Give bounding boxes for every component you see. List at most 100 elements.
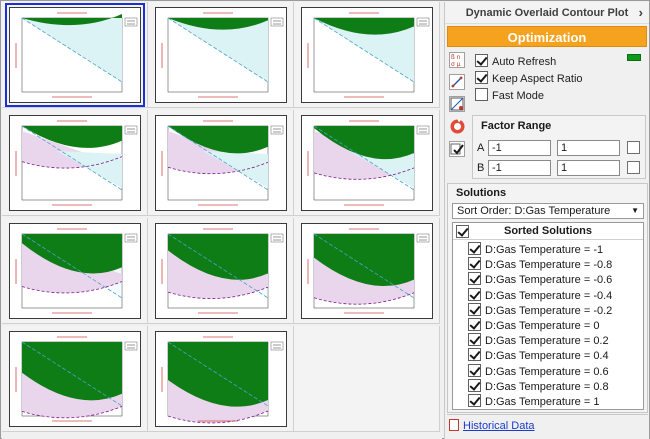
contour-plot xyxy=(15,12,138,98)
solution-checkbox[interactable] xyxy=(468,287,481,301)
contour-plot-frame xyxy=(301,223,433,319)
contour-plot-frame xyxy=(301,115,433,211)
solution-item[interactable]: D:Gas Temperature = 0.8 xyxy=(468,378,609,394)
solution-checkbox[interactable] xyxy=(468,242,481,255)
solution-label: D:Gas Temperature = 0.2 xyxy=(485,335,609,348)
solution-checkbox[interactable] xyxy=(468,378,481,392)
contour-plot xyxy=(161,120,284,206)
contour-plot xyxy=(15,228,138,314)
solution-label: D:Gas Temperature = 0 xyxy=(485,320,600,332)
solutions-list: Sorted Solutions D:Gas Temperature = -1 D… xyxy=(452,222,644,410)
solution-checkbox[interactable] xyxy=(468,394,481,407)
contour-thumbnail[interactable] xyxy=(294,2,440,108)
solutions-title: Solutions xyxy=(456,187,507,199)
contour-plot-frame xyxy=(9,223,141,319)
contour-thumbnail[interactable] xyxy=(2,2,148,108)
contour-thumbnail[interactable] xyxy=(148,110,294,216)
panel-title: Dynamic Overlaid Contour Plot xyxy=(465,7,629,19)
solution-item[interactable]: D:Gas Temperature = -0.8 xyxy=(468,257,612,272)
select-all-checkbox[interactable] xyxy=(456,225,469,238)
factor-range-title: Factor Range xyxy=(481,120,552,132)
factor-range-box: Factor Range A -1 1 B -1 1 xyxy=(472,115,646,179)
side-panel: Dynamic Overlaid Contour Plot › Optimiza… xyxy=(444,2,649,439)
factor-a-min-input[interactable]: -1 xyxy=(488,140,551,156)
solution-label: D:Gas Temperature = 0.6 xyxy=(485,365,609,378)
line-plot-icon[interactable] xyxy=(449,74,465,90)
contour-plot xyxy=(161,336,284,424)
contour-thumbnail[interactable] xyxy=(148,218,294,324)
historical-data-row: Historical Data xyxy=(449,418,648,436)
contour-thumbnail[interactable] xyxy=(2,110,148,216)
solution-item[interactable]: D:Gas Temperature = -0.2 xyxy=(468,302,613,318)
contour-thumbnail[interactable] xyxy=(2,218,148,324)
contour-thumbnail[interactable] xyxy=(294,218,440,324)
solution-checkbox[interactable] xyxy=(468,257,481,271)
grid-plot-icon[interactable] xyxy=(449,96,465,112)
factor-b-min-input[interactable]: -1 xyxy=(488,160,551,176)
contour-thumbnail[interactable] xyxy=(294,110,440,216)
factor-row-b: B -1 1 xyxy=(477,160,643,176)
contour-plot-frame xyxy=(155,7,287,103)
contour-thumbnail[interactable] xyxy=(148,326,294,432)
solution-label: D:Gas Temperature = -0.6 xyxy=(485,274,613,287)
svg-text:ß n: ß n xyxy=(451,54,461,61)
chevron-right-icon[interactable]: › xyxy=(638,5,643,20)
keep-aspect-ratio-option[interactable]: Keep Aspect Ratio xyxy=(475,71,583,87)
optimization-button[interactable]: Optimization xyxy=(447,26,647,47)
solution-item[interactable]: D:Gas Temperature = -0.4 xyxy=(468,287,613,303)
solution-label: D:Gas Temperature = -0.4 xyxy=(485,289,613,302)
factor-a-checkbox[interactable] xyxy=(627,141,640,154)
contour-plot xyxy=(307,12,430,98)
checklist-icon[interactable] xyxy=(449,141,465,157)
historical-data-link[interactable]: Historical Data xyxy=(463,420,535,432)
contour-plot xyxy=(161,228,284,314)
contour-plot xyxy=(307,120,430,206)
solution-label: D:Gas Temperature = -1 xyxy=(485,244,604,256)
solution-checkbox[interactable] xyxy=(468,272,481,286)
document-icon xyxy=(449,419,459,431)
factor-b-checkbox[interactable] xyxy=(627,161,640,174)
chevron-down-icon[interactable]: ▼ xyxy=(631,206,639,215)
contour-plot-frame xyxy=(155,331,287,427)
sort-order-dropdown[interactable]: Sort Order: D:Gas Temperature ▼ xyxy=(452,203,644,219)
solution-checkbox[interactable] xyxy=(468,333,481,347)
solution-item[interactable]: D:Gas Temperature = 1 xyxy=(468,394,599,409)
fast-mode-label: Fast Mode xyxy=(492,90,544,102)
solution-label: D:Gas Temperature = -0.2 xyxy=(485,304,613,317)
contour-plot-frame xyxy=(155,115,287,211)
solution-item[interactable]: D:Gas Temperature = -0.6 xyxy=(468,272,612,287)
auto-refresh-option[interactable]: Auto Refresh xyxy=(475,54,556,70)
fast-mode-option[interactable]: Fast Mode xyxy=(475,88,544,104)
contour-plot xyxy=(15,120,138,206)
color-indicator[interactable] xyxy=(627,54,641,61)
solution-checkbox[interactable] xyxy=(468,302,481,316)
divider xyxy=(447,414,648,415)
contour-plot xyxy=(15,336,138,422)
solution-item[interactable]: D:Gas Temperature = -1 xyxy=(468,242,603,257)
contour-plot-frame xyxy=(5,3,145,107)
factor-a-max-input[interactable]: 1 xyxy=(557,140,620,156)
solution-item[interactable]: D:Gas Temperature = 0.2 xyxy=(468,333,609,348)
solution-checkbox[interactable] xyxy=(468,318,481,331)
keep-aspect-ratio-label: Keep Aspect Ratio xyxy=(492,73,583,85)
auto-refresh-checkbox[interactable] xyxy=(475,54,488,67)
solution-item[interactable]: D:Gas Temperature = 0 xyxy=(468,318,599,333)
keep-aspect-ratio-checkbox[interactable] xyxy=(475,71,488,84)
solution-checkbox[interactable] xyxy=(468,363,481,377)
contour-thumbnail[interactable] xyxy=(148,2,294,108)
refresh-red-icon[interactable] xyxy=(449,118,466,135)
solution-checkbox[interactable] xyxy=(468,348,481,362)
contour-plot-frame xyxy=(301,7,433,103)
solution-item[interactable]: D:Gas Temperature = 0.6 xyxy=(468,363,609,379)
solutions-list-header: Sorted Solutions xyxy=(453,223,643,240)
contour-plot-frame xyxy=(155,223,287,319)
factor-b-label: B xyxy=(477,162,485,174)
fast-mode-checkbox[interactable] xyxy=(475,88,488,101)
solution-label: D:Gas Temperature = 1 xyxy=(485,396,600,408)
contour-thumbnail[interactable] xyxy=(2,326,148,432)
solution-item[interactable]: D:Gas Temperature = 0.4 xyxy=(468,348,609,363)
factor-row-a: A -1 1 xyxy=(477,140,643,156)
factor-b-max-input[interactable]: 1 xyxy=(557,160,620,176)
